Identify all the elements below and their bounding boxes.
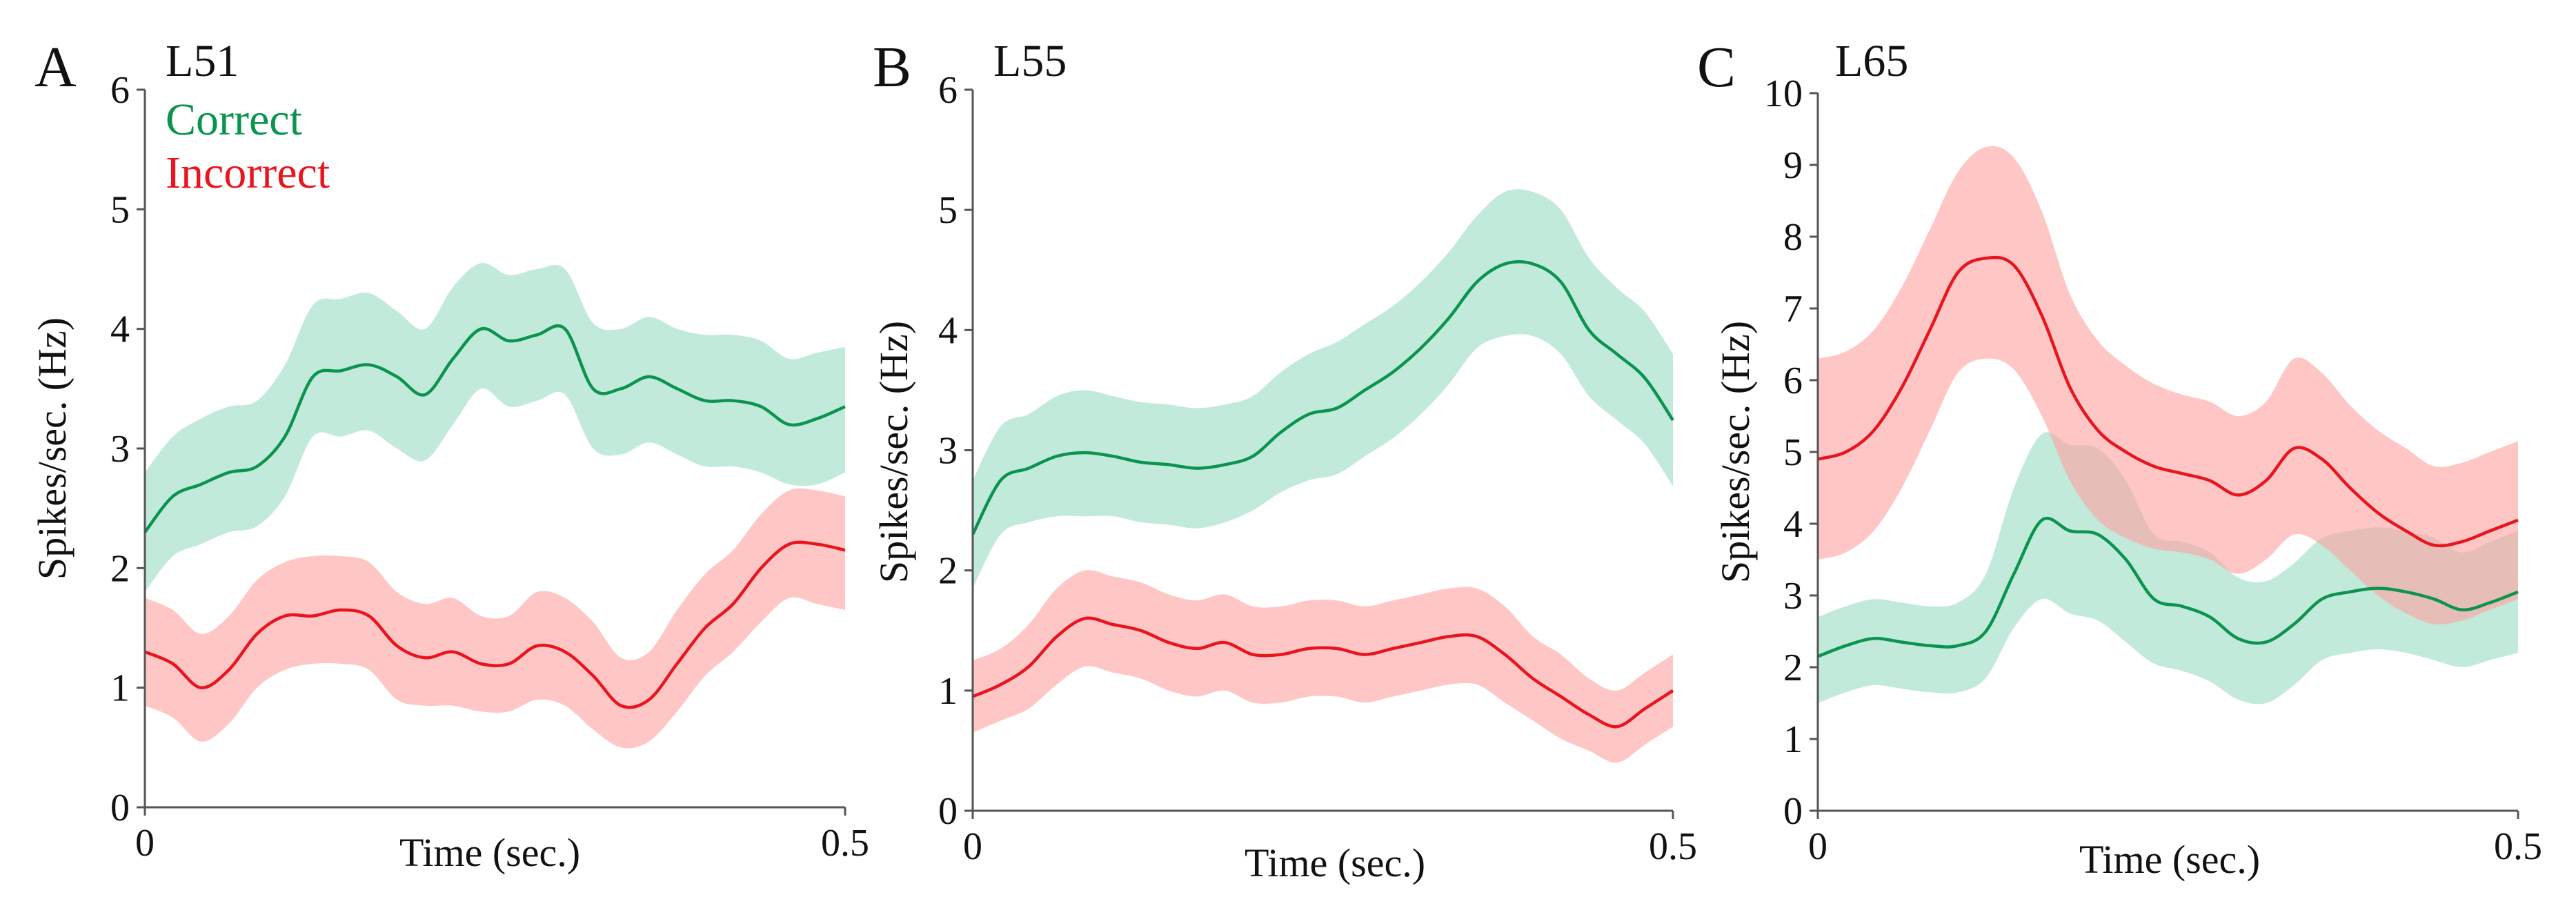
y-tick-label: 4 <box>110 308 130 351</box>
series-lines <box>971 260 1674 729</box>
y-ticks: 0 1 2 3 4 5 6 <box>110 69 145 829</box>
y-tick-label: 2 <box>110 547 130 590</box>
y-tick-label: 5 <box>938 189 958 232</box>
panel-title: L55 <box>993 36 1067 86</box>
incorrect-series-line <box>972 616 1674 729</box>
legend-correct-label: Correct <box>166 95 302 145</box>
y-axis-label: Spikes/sec. (Hz) <box>1713 321 1758 583</box>
legend-incorrect-label: Incorrect <box>166 148 330 198</box>
y-tick-label: 3 <box>110 428 130 471</box>
x-tick-label: 0.5 <box>1649 825 1697 868</box>
series-lines <box>1817 255 2519 658</box>
y-tick-label: 0 <box>110 787 130 829</box>
y-ticks: 0 1 2 3 4 5 6 <box>938 69 973 833</box>
y-axis-label: Spikes/sec. (Hz) <box>30 317 75 580</box>
y-tick-label: 0 <box>938 790 958 833</box>
y-tick-label: 1 <box>110 667 130 710</box>
panel-letter: C <box>1697 35 1736 99</box>
y-tick-label: 4 <box>1783 503 1803 546</box>
y-tick-label: 1 <box>938 670 958 713</box>
y-ticks: 0 1 2 3 4 5 6 7 8 9 10 <box>1764 72 1818 833</box>
incorrect-confidence-band <box>973 570 1673 763</box>
correct-series-line <box>971 260 1674 535</box>
y-tick-label: 3 <box>938 430 958 473</box>
y-tick-label: 5 <box>1783 431 1803 474</box>
y-tick-label: 2 <box>1783 647 1803 689</box>
correct-confidence-band <box>145 262 845 592</box>
confidence-bands <box>145 262 845 749</box>
confidence-bands <box>1818 146 2518 704</box>
y-tick-label: 10 <box>1764 72 1803 115</box>
x-tick-label: 0.5 <box>2494 825 2542 868</box>
x-ticks: 0 0.5 <box>135 807 869 865</box>
y-axis: 0 1 2 3 4 5 6 <box>110 69 146 829</box>
y-tick-label: 8 <box>1783 216 1803 259</box>
x-axis-label: Time (sec.) <box>2079 837 2260 882</box>
y-axis: 0 1 2 3 4 5 6 <box>938 69 974 833</box>
x-axis: 0 0.5 <box>135 806 869 865</box>
correct-confidence-band <box>973 189 1673 589</box>
incorrect-confidence-band <box>1818 146 2518 625</box>
correct-confidence-band <box>1818 432 2518 704</box>
x-axis: 0 0.5 <box>1808 809 2542 868</box>
y-axis-label: Spikes/sec. (Hz) <box>871 321 916 583</box>
y-tick-label: 0 <box>1783 790 1803 833</box>
x-ticks: 0 0.5 <box>963 811 1697 868</box>
correct-series-line <box>143 324 846 533</box>
y-tick-label: 6 <box>938 69 958 112</box>
x-tick-label: 0 <box>963 825 982 868</box>
x-axis-label: Time (sec.) <box>1245 840 1425 885</box>
panel-letter: A <box>34 35 77 99</box>
x-axis: 0 0.5 <box>963 809 1697 868</box>
correct-series-line <box>1817 517 2519 658</box>
x-axis-label: Time (sec.) <box>399 830 580 875</box>
y-tick-label: 9 <box>1783 144 1803 187</box>
incorrect-series-line <box>1817 255 2519 548</box>
incorrect-confidence-band <box>145 488 845 749</box>
x-tick-label: 0 <box>135 822 155 865</box>
y-tick-label: 1 <box>1783 718 1803 761</box>
x-tick-label: 0 <box>1808 825 1827 868</box>
y-tick-label: 5 <box>110 188 130 231</box>
y-tick-label: 4 <box>938 309 958 352</box>
confidence-bands <box>973 189 1673 763</box>
y-tick-label: 3 <box>1783 575 1803 618</box>
y-axis: 0 1 2 3 4 5 6 7 8 9 10 <box>1764 72 1819 833</box>
series-lines <box>143 324 846 709</box>
y-tick-label: 6 <box>110 69 130 112</box>
incorrect-series-line <box>144 540 846 709</box>
panel-title: L65 <box>1835 36 1908 86</box>
y-tick-label: 2 <box>938 550 958 593</box>
y-tick-label: 7 <box>1783 288 1803 331</box>
panel-title: L51 <box>166 36 239 86</box>
x-tick-label: 0.5 <box>821 822 869 865</box>
x-ticks: 0 0.5 <box>1808 811 2542 868</box>
panel-letter: B <box>873 35 911 99</box>
y-tick-label: 6 <box>1783 359 1803 402</box>
